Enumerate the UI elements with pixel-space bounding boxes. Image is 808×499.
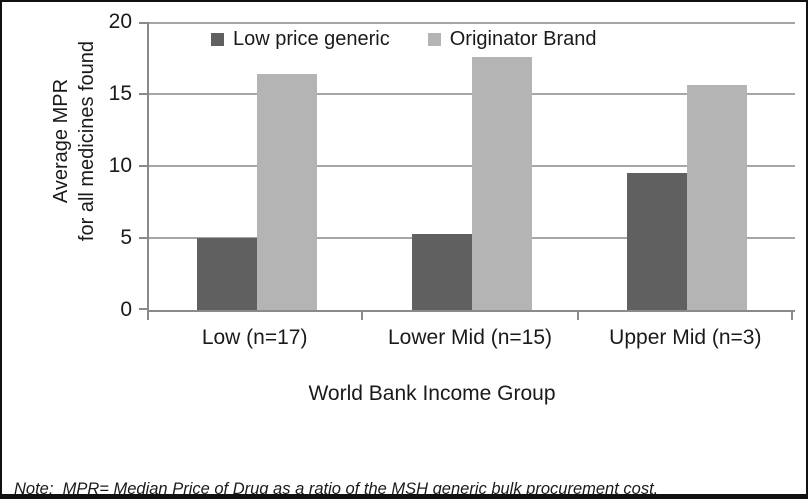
plot-area <box>147 22 795 312</box>
bar-group-upper-mid-n-3 <box>580 22 795 310</box>
x-tick-mark-3 <box>791 312 793 320</box>
y-tick-label-10: 10 <box>108 154 132 177</box>
x-tick-mark-2 <box>577 312 579 320</box>
bar-group-lower-mid-n-15 <box>364 22 579 310</box>
y-tick-mark-5 <box>139 237 147 239</box>
y-tick-label-20: 20 <box>108 10 132 33</box>
x-tick-mark-1 <box>361 312 363 320</box>
footnote-note-line: Note: MPR= Median Price of Drug as a rat… <box>14 480 659 498</box>
legend-label-originator-brand: Originator Brand <box>449 28 597 50</box>
y-tick-label-5: 5 <box>120 226 132 249</box>
x-axis-title: World Bank Income Group <box>308 382 556 405</box>
legend: Low price generic Originator Brand <box>211 28 597 51</box>
bar-originator-brand-low-n-17 <box>256 74 317 310</box>
x-tick-label-low-n-17: Low (n=17) <box>201 326 308 349</box>
x-tick-label-lower-mid-n-15: Lower Mid (n=15) <box>388 326 552 349</box>
x-axis-tick-marks <box>147 312 795 320</box>
y-tick-mark-0 <box>139 308 147 310</box>
y-tick-mark-20 <box>139 22 147 24</box>
gridline-20 <box>149 22 795 24</box>
bar-low-price-generic-low-n-17 <box>196 238 257 310</box>
x-tick-mark-0 <box>147 312 149 320</box>
legend-item-originator-brand: Originator Brand <box>427 28 597 51</box>
y-tick-label-0: 0 <box>120 298 132 321</box>
bar-low-price-generic-upper-mid-n-3 <box>627 173 688 310</box>
bar-originator-brand-lower-mid-n-15 <box>471 57 532 310</box>
legend-label-low-price-generic: Low price generic <box>233 28 390 50</box>
y-axis-tick-marks <box>139 22 147 310</box>
y-axis-tick-labels: 0 5 10 15 20 <box>2 10 132 321</box>
legend-item-low-price-generic: Low price generic <box>211 28 390 51</box>
y-tick-mark-15 <box>139 93 147 95</box>
legend-swatch-originator-brand-icon <box>427 33 441 46</box>
bar-group-low-n-17 <box>149 22 364 310</box>
x-axis-tick-labels: Low (n=17) Lower Mid (n=15) Upper Mid (n=3… <box>147 326 793 354</box>
legend-swatch-low-price-generic-icon <box>211 33 224 46</box>
bar-low-price-generic-lower-mid-n-15 <box>411 234 472 310</box>
y-tick-mark-10 <box>139 165 147 167</box>
x-tick-label-upper-mid-n-3: Upper Mid (n=3) <box>609 326 762 349</box>
footnote: Note: MPR= Median Price of Drug as a rat… <box>14 429 659 498</box>
y-tick-label-15: 15 <box>108 82 132 105</box>
bar-originator-brand-upper-mid-n-3 <box>687 85 748 310</box>
